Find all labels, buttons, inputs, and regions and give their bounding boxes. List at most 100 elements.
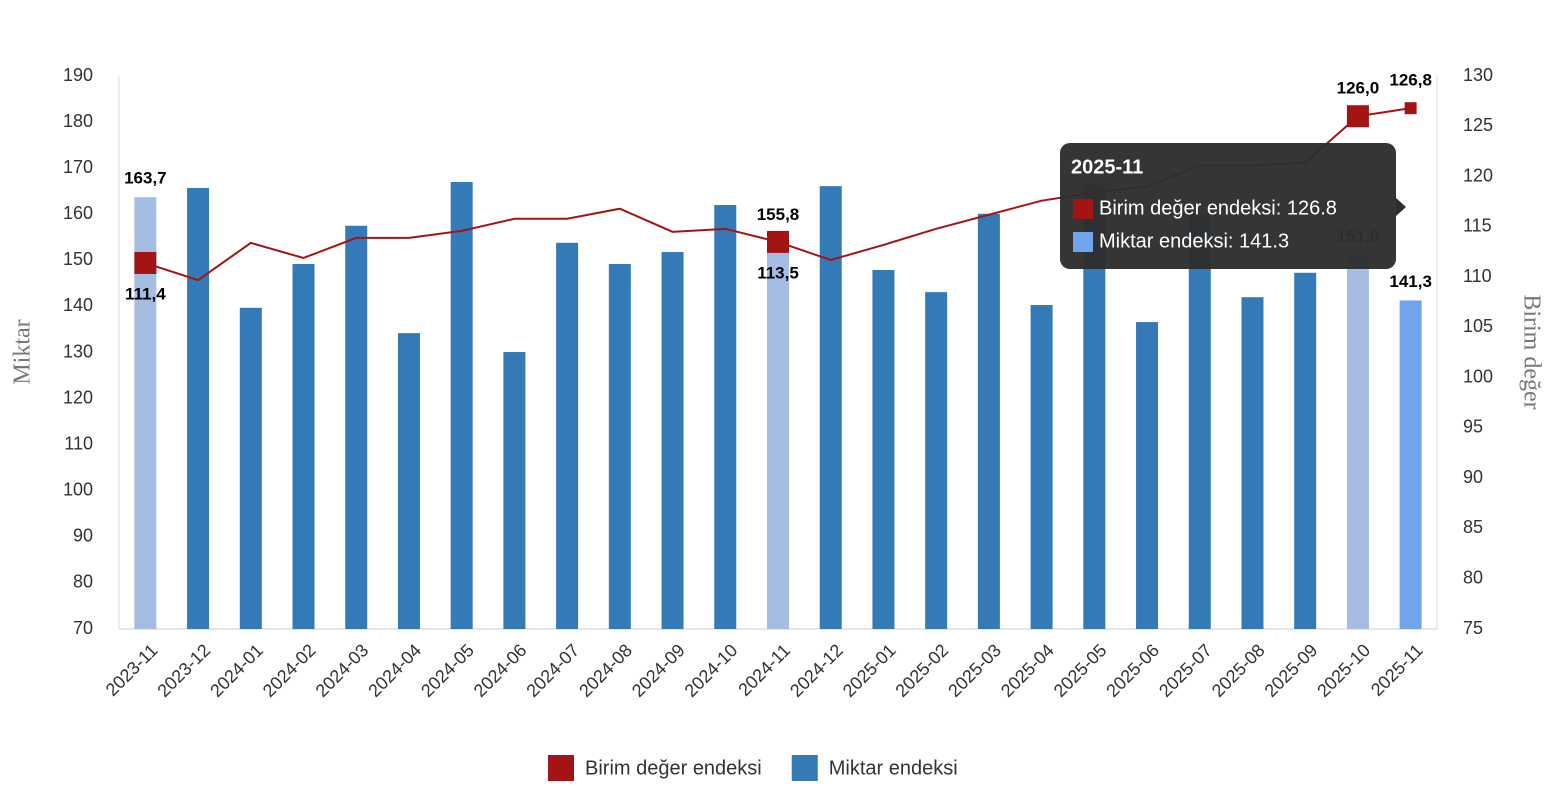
bar: [345, 225, 368, 630]
x-tick-label: 2024-10: [681, 640, 742, 701]
tooltip-box: [1060, 143, 1396, 269]
x-tick-label: 2024-05: [417, 640, 478, 701]
x-tick-label: 2024-08: [575, 640, 636, 701]
bar: [397, 333, 420, 629]
y2-tick-label: 120: [1463, 165, 1493, 185]
bar: [292, 264, 315, 629]
y-tick-label: 190: [63, 65, 93, 85]
bar: [187, 187, 210, 630]
line-value-label: 126,8: [1389, 71, 1432, 90]
y-tick-label: 150: [63, 249, 93, 269]
legend-swatch: [791, 755, 818, 781]
y2-tick-label: 115: [1463, 216, 1492, 236]
line-marker: [134, 252, 157, 275]
x-tick-label: 2025-06: [1102, 640, 1163, 701]
x-tick-label: 2024-09: [628, 640, 689, 701]
tooltip-arrow: [1396, 198, 1406, 216]
y2-tick-label: 130: [1463, 65, 1493, 85]
x-tick-label: 2024-12: [786, 640, 847, 701]
x-tick-label: 2025-07: [1155, 640, 1216, 701]
y2-tick-label: 110: [1463, 266, 1492, 286]
line-value-label: 113,5: [757, 263, 799, 282]
bar: [450, 181, 473, 629]
bar: [239, 307, 262, 629]
y-tick-label: 160: [63, 203, 93, 223]
y-tick-label: 110: [64, 433, 93, 453]
bar: [503, 352, 526, 629]
y2-tick-label: 125: [1463, 115, 1493, 135]
y-tick-label: 170: [63, 157, 93, 177]
tooltip-item: Miktar endeksi: 141.3: [1099, 230, 1289, 252]
bar: [661, 252, 684, 629]
y2-tick-label: 105: [1463, 316, 1493, 336]
legend-swatch: [548, 755, 574, 781]
y2-axis-title: Birim değer: [1518, 294, 1544, 409]
bar: [977, 213, 1000, 629]
x-tick-label: 2024-01: [206, 640, 267, 701]
x-tick-label: 2025-10: [1313, 640, 1374, 701]
y-tick-label: 70: [73, 618, 93, 638]
bar: [714, 205, 737, 630]
y-tick-label: 80: [73, 572, 93, 592]
x-tick-label: 2025-11: [1367, 640, 1427, 700]
bar: [608, 264, 631, 629]
bar: [134, 197, 157, 630]
x-tick-label: 2024-04: [364, 640, 425, 701]
tooltip: 2025-11 Birim değer endeksi: 126.8 Miktar …: [1060, 143, 1406, 269]
x-tick-label: 2025-09: [1261, 640, 1322, 701]
y2-tick-label: 75: [1463, 618, 1483, 638]
tooltip-item: Birim değer endeksi: 126.8: [1099, 197, 1337, 219]
line-value-label: 126,0: [1337, 79, 1380, 98]
x-tick-label: 2025-03: [944, 640, 1005, 701]
bar: [1241, 297, 1264, 629]
y-tick-label: 100: [63, 480, 93, 500]
x-tick-label: 2025-08: [1208, 640, 1269, 701]
tooltip-swatch: [1073, 199, 1093, 219]
bar: [1294, 272, 1317, 629]
x-tick-label: 2025-05: [1050, 640, 1111, 701]
y-tick-label: 140: [63, 295, 93, 315]
bar: [1030, 305, 1053, 629]
bar-value-label: 163,7: [124, 169, 167, 188]
y2-tick-label: 95: [1463, 417, 1483, 437]
line-marker: [1404, 102, 1417, 115]
bar: [819, 186, 842, 629]
bar-value-label: 141,3: [1389, 272, 1432, 291]
bar: [1136, 322, 1159, 629]
y2-tick-label: 100: [1463, 366, 1493, 386]
x-tick-label: 2024-02: [259, 640, 320, 701]
y-tick-label: 120: [63, 387, 93, 407]
legend-label: Miktar endeksi: [829, 757, 958, 779]
x-tick-label: 2024-11: [734, 640, 794, 700]
line-value-label: 111,4: [125, 284, 166, 303]
y-axis-title: Miktar: [10, 319, 36, 384]
x-tick-label: 2024-03: [312, 640, 373, 701]
y-tick-label: 90: [73, 526, 93, 546]
bar: [556, 242, 579, 630]
bar: [872, 270, 895, 629]
y2-tick-label: 80: [1463, 567, 1483, 587]
x-tick-label: 2025-04: [997, 640, 1058, 701]
legend-label: Birim değer endeksi: [585, 757, 762, 779]
bar: [1083, 184, 1106, 630]
line-marker: [767, 230, 789, 253]
x-tick-label: 2025-02: [891, 640, 952, 701]
bar: [925, 292, 948, 629]
y2-tick-label: 90: [1463, 467, 1483, 487]
y2-tick-label: 85: [1463, 517, 1483, 537]
bar: [1399, 300, 1422, 629]
tooltip-title: 2025-11: [1071, 156, 1143, 178]
line-marker: [1346, 105, 1369, 128]
x-tick-label: 2024-06: [470, 640, 531, 701]
bar: [1188, 214, 1211, 629]
bar-value-label: 155,8: [757, 205, 800, 224]
y-tick-label: 130: [63, 341, 93, 361]
x-tick-label: 2023-12: [153, 640, 214, 701]
tooltip-swatch: [1073, 232, 1093, 252]
bar: [1346, 255, 1369, 629]
bar: [767, 233, 789, 630]
x-tick-label: 2025-01: [839, 640, 900, 701]
x-tick-label: 2024-07: [522, 640, 583, 701]
x-tick-label: 2023-11: [102, 640, 162, 700]
